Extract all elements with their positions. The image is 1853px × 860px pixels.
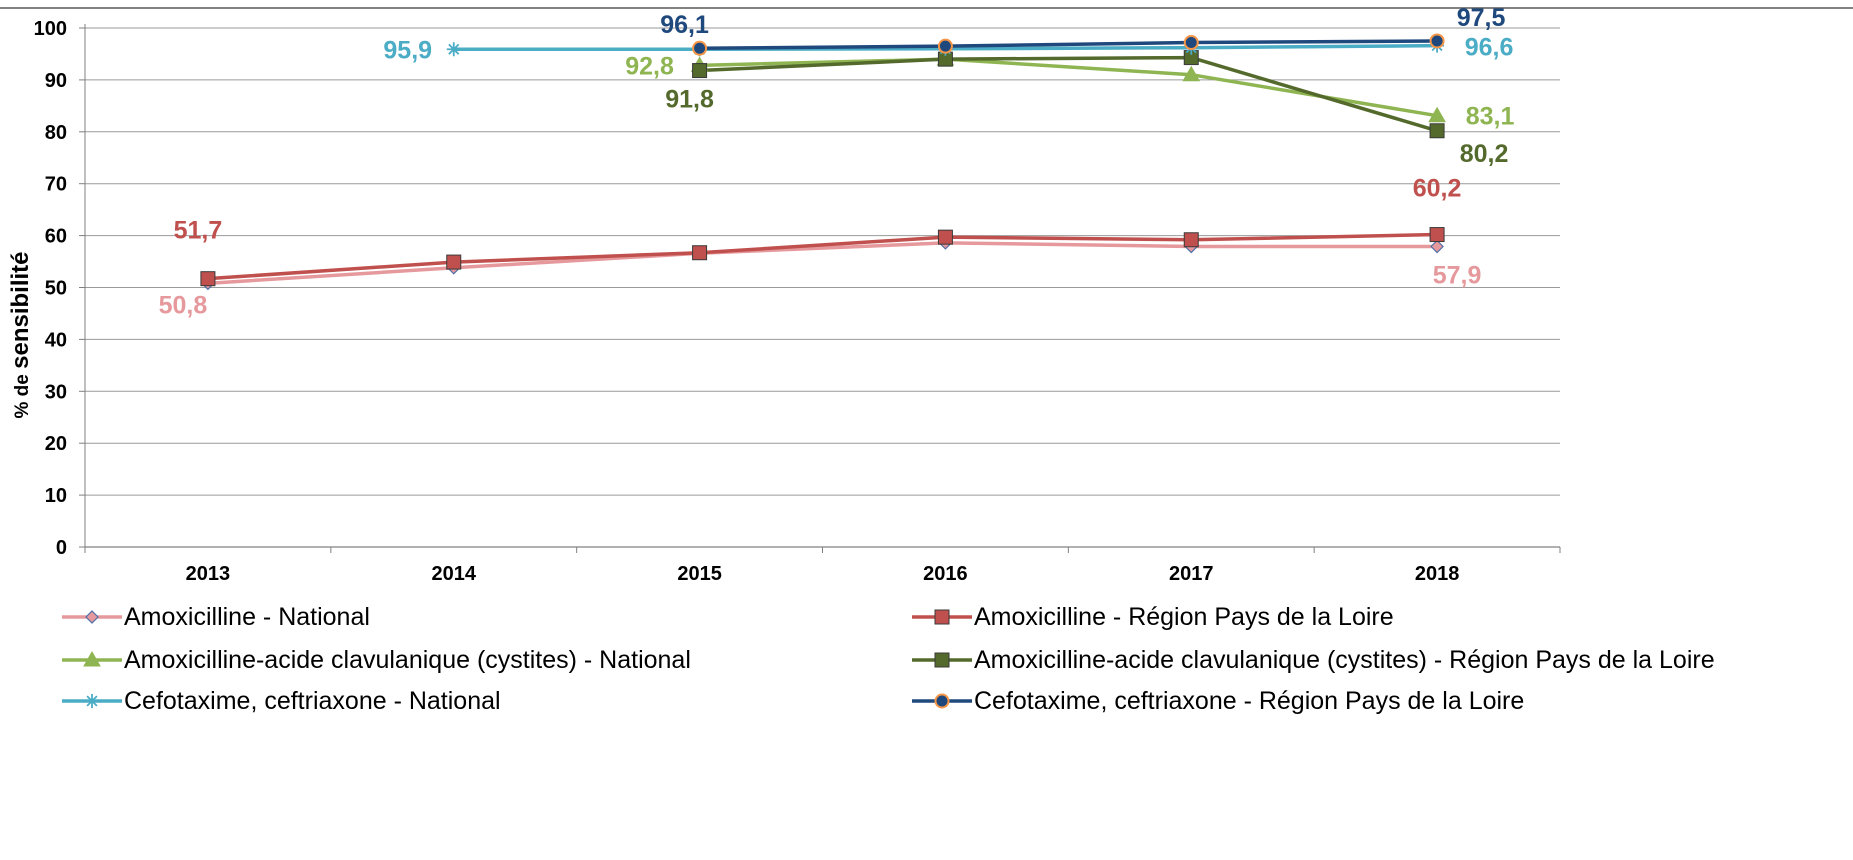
legend-marker: [85, 610, 99, 624]
series-line: [699, 55, 1438, 133]
series-line: [207, 232, 1438, 281]
legend-label: Amoxicilline-acide clavulanique (cystite…: [124, 646, 691, 674]
data-point: [200, 271, 216, 287]
data-label: 60,2: [1413, 175, 1462, 203]
series-line: [699, 57, 1438, 118]
x-tick-label: 2014: [432, 563, 477, 585]
y-tick-label: 0: [56, 537, 67, 559]
legend-label: Cefotaxime, ceftriaxone - National: [124, 687, 501, 715]
data-point: [692, 245, 708, 261]
y-tick-label: 60: [45, 226, 67, 248]
y-tick-label: 80: [45, 122, 67, 144]
y-axis-title-main: sensibilité: [7, 251, 34, 368]
data-point: [1183, 35, 1199, 51]
legend-marker: [934, 693, 950, 709]
x-tick-label: 2013: [186, 563, 231, 585]
data-point: [692, 63, 708, 79]
data-labels: 50,8 57,9 51,7 60,2 92,8 83,1 91,8 80,2 95,9 96,6…: [159, 4, 1515, 319]
legend: Amoxicilline - National Amoxicilline - Ré…: [62, 603, 1715, 715]
data-point: [937, 229, 953, 245]
data-label: 57,9: [1433, 261, 1482, 289]
x-tick-label: 2018: [1415, 563, 1460, 585]
legend-item: Cefotaxime, ceftriaxone - Région Pays de…: [912, 687, 1524, 715]
data-label: 80,2: [1460, 140, 1509, 168]
legend-label: Amoxicilline - National: [124, 603, 370, 631]
data-point: [1429, 33, 1445, 49]
legend-marker: [934, 652, 950, 668]
y-tick-label: 40: [45, 329, 67, 351]
axes: 0 10 20 30 40 50 60 70 80 90 100 2013 2014 2015 2016 20…: [34, 18, 1561, 585]
data-label: 50,8: [159, 291, 208, 319]
y-tick-label: 50: [45, 278, 67, 300]
data-label: 92,8: [625, 52, 674, 80]
legend-item: Amoxicilline-acide clavulanique (cystite…: [912, 646, 1715, 674]
legend-label: Amoxicilline-acide clavulanique (cystite…: [974, 646, 1715, 674]
data-point: [446, 42, 461, 57]
data-point: [1430, 239, 1444, 254]
legend-item: Amoxicilline-acide clavulanique (cystite…: [62, 646, 691, 674]
y-axis-title: % de sensibilité: [7, 251, 34, 418]
y-tick-label: 30: [45, 381, 67, 403]
data-point: [692, 40, 708, 56]
series-layer: [200, 33, 1446, 291]
data-label: 83,1: [1466, 103, 1515, 131]
series-line: [699, 39, 1438, 50]
data-label: 97,5: [1457, 4, 1506, 32]
data-point: [1183, 232, 1199, 248]
data-point: [1428, 106, 1446, 123]
y-tick-label: 90: [45, 70, 67, 92]
legend-marker: [83, 650, 101, 667]
data-label: 91,8: [665, 86, 714, 114]
legend-item: Cefotaxime, ceftriaxone - National: [62, 687, 501, 715]
x-tick-label: 2016: [923, 563, 968, 585]
data-point: [937, 38, 953, 54]
legend-marker: [934, 609, 950, 625]
data-point: [1182, 65, 1201, 82]
y-tick-label: 70: [45, 174, 67, 196]
legend-marker: [85, 694, 99, 708]
y-axis-title-prefix: % de: [12, 374, 33, 418]
data-label: 96,1: [660, 11, 709, 39]
data-point: [1429, 227, 1445, 243]
legend-item: Amoxicilline - National: [62, 603, 370, 631]
series-line: [207, 241, 1438, 286]
data-label: 96,6: [1465, 34, 1514, 62]
x-tick-label: 2017: [1169, 563, 1214, 585]
legend-item: Amoxicilline - Région Pays de la Loire: [912, 603, 1394, 631]
grid: [85, 27, 1560, 496]
data-point: [446, 254, 462, 270]
y-tick-label: 10: [45, 485, 67, 507]
legend-label: Amoxicilline - Région Pays de la Loire: [974, 603, 1394, 631]
y-tick-label: 20: [45, 433, 67, 455]
x-tick-label: 2015: [677, 563, 722, 585]
data-label: 51,7: [174, 217, 223, 245]
y-tick-label: 100: [34, 18, 67, 40]
data-point: [1429, 123, 1445, 139]
data-label: 95,9: [383, 36, 432, 64]
legend-label: Cefotaxime, ceftriaxone - Région Pays de…: [974, 687, 1524, 715]
